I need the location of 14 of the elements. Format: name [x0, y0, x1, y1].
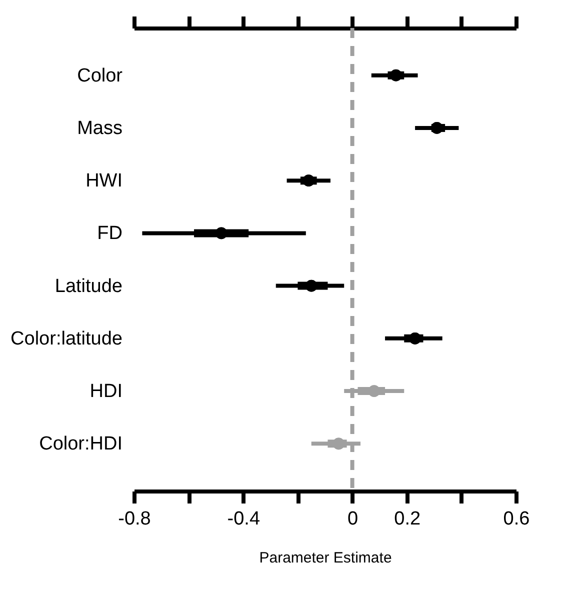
- x-tick-label: 0.2: [394, 508, 421, 530]
- x-tick-label: 0.6: [503, 508, 530, 530]
- y-tick-label: Mass: [77, 118, 122, 139]
- y-tick-label: Color:latitude: [10, 328, 122, 350]
- y-tick-label: HDI: [90, 381, 122, 402]
- y-tick-label: HWI: [86, 170, 122, 192]
- y-tick-label: FD: [97, 223, 122, 244]
- x-tick-label: -0.8: [118, 508, 151, 530]
- x-axis-title: Parameter Estimate: [259, 550, 392, 566]
- x-tick-label: 0: [347, 508, 358, 530]
- y-tick-label: Color:HDI: [39, 434, 122, 455]
- y-tick-label: Latitude: [54, 276, 122, 297]
- x-tick-label: -0.4: [227, 508, 260, 530]
- y-tick-label: Color: [77, 65, 124, 86]
